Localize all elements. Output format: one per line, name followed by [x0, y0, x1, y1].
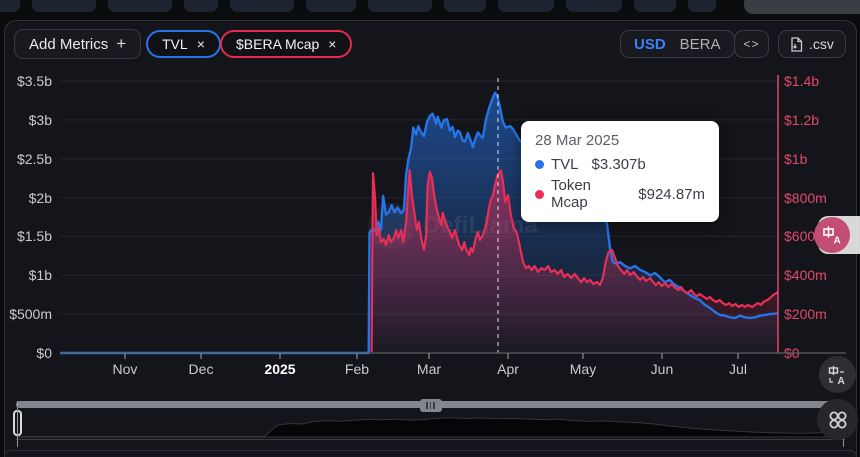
- right-axis-label: $400m: [784, 267, 827, 284]
- x-axis-label: 2025: [264, 361, 296, 377]
- browser-tab[interactable]: [566, 0, 622, 12]
- tooltip-mcap-label: Token Mcap: [551, 177, 592, 211]
- translate-icon: A: [828, 365, 844, 386]
- right-axis-label: $1.4b: [784, 73, 820, 89]
- currency-toggle[interactable]: USD BERA: [620, 30, 735, 58]
- mcap-dot-icon: [535, 189, 544, 199]
- x-axis-label: Mar: [416, 361, 442, 377]
- right-axis-label: $1.2b: [784, 111, 820, 128]
- tooltip-row-mcap: Token Mcap $924.87m: [535, 177, 705, 211]
- left-axis-label: $3.5b: [16, 73, 52, 89]
- embed-icon: <>: [743, 37, 760, 51]
- left-axis-label: $1b: [28, 267, 52, 284]
- translate-icon[interactable]: A: [814, 217, 850, 253]
- add-metrics-label: Add Metrics: [29, 35, 109, 53]
- x-axis-label: Jul: [729, 361, 747, 377]
- x-axis-label: Jun: [650, 361, 674, 377]
- top-right-pill: [744, 0, 860, 14]
- svg-text:A: A: [834, 236, 841, 247]
- download-csv-button[interactable]: .csv: [778, 30, 846, 58]
- browser-tab[interactable]: [230, 0, 294, 12]
- browser-tab[interactable]: [0, 0, 20, 12]
- x-axis-label: Dec: [188, 361, 214, 377]
- browser-tab[interactable]: [184, 0, 218, 12]
- x-axis-label: Feb: [344, 361, 370, 377]
- remove-bera-mcap-icon[interactable]: ×: [328, 36, 337, 52]
- apps-grid-icon: [829, 411, 846, 428]
- top-tab-strip: [0, 0, 860, 16]
- x-axis-label: Nov: [112, 361, 138, 377]
- page-translate-button[interactable]: A: [819, 356, 856, 393]
- tooltip-tvl-label: TVL: [551, 156, 579, 173]
- left-axis-label: $500m: [9, 306, 52, 323]
- embed-code-button[interactable]: <>: [734, 30, 769, 58]
- browser-tab[interactable]: [634, 0, 676, 12]
- left-axis-label: $2b: [28, 189, 52, 206]
- right-axis-label: $200m: [784, 306, 827, 323]
- x-axis-label: Apr: [497, 361, 519, 377]
- chart-tooltip: 28 Mar 2025 TVL $3.307b Token Mcap $924.…: [521, 121, 719, 222]
- tooltip-mcap-value: $924.87m: [638, 185, 705, 203]
- browser-tab[interactable]: [108, 0, 172, 12]
- currency-option-bera[interactable]: BERA: [679, 35, 721, 53]
- tooltip-row-tvl: TVL $3.307b: [535, 156, 705, 173]
- metric-chip-bera-label: $BERA Mcap: [236, 36, 320, 52]
- tooltip-tvl-value: $3.307b: [591, 156, 646, 173]
- brush-grip-handle[interactable]: [419, 399, 442, 412]
- tooltip-date: 28 Mar 2025: [535, 132, 620, 149]
- csv-file-icon: [791, 36, 803, 52]
- x-axis-label: May: [569, 361, 597, 377]
- currency-option-usd[interactable]: USD: [634, 35, 666, 53]
- left-axis-label: $1.5b: [16, 228, 52, 245]
- metric-chip-bera-mcap[interactable]: $BERA Mcap ×: [220, 30, 353, 58]
- browser-tab[interactable]: [306, 0, 356, 12]
- left-axis-label: $3b: [28, 111, 52, 128]
- brush-left-handle[interactable]: [13, 401, 22, 447]
- brush-overview-chart[interactable]: [16, 409, 845, 439]
- left-axis-label: $2.5b: [16, 150, 52, 167]
- add-metrics-button[interactable]: Add Metrics +: [14, 29, 142, 59]
- right-axis-label: $1b: [784, 150, 808, 167]
- brush-selection-bar[interactable]: [16, 399, 845, 412]
- translate-widget[interactable]: A: [814, 216, 860, 254]
- browser-tab[interactable]: [498, 0, 554, 12]
- remove-tvl-icon[interactable]: ×: [196, 36, 205, 52]
- tvl-dot-icon: [535, 160, 544, 169]
- next-section-edge: [4, 450, 857, 457]
- left-axis-label: $0: [36, 345, 52, 361]
- right-axis-label: $800m: [784, 189, 827, 206]
- apps-menu-button[interactable]: [817, 399, 858, 440]
- plus-icon: +: [116, 34, 127, 53]
- browser-tab[interactable]: [32, 0, 96, 12]
- csv-label: .csv: [809, 36, 834, 52]
- browser-tab[interactable]: [444, 0, 486, 12]
- main-chart-plot[interactable]: [60, 75, 846, 363]
- browser-tab[interactable]: [368, 0, 432, 12]
- metric-chip-tvl-label: TVL: [162, 36, 188, 52]
- time-range-brush[interactable]: [13, 399, 848, 447]
- metric-chip-tvl[interactable]: TVL ×: [146, 30, 221, 58]
- brush-baseline: [16, 439, 845, 440]
- svg-text:A: A: [837, 376, 844, 386]
- browser-tab[interactable]: [688, 0, 716, 12]
